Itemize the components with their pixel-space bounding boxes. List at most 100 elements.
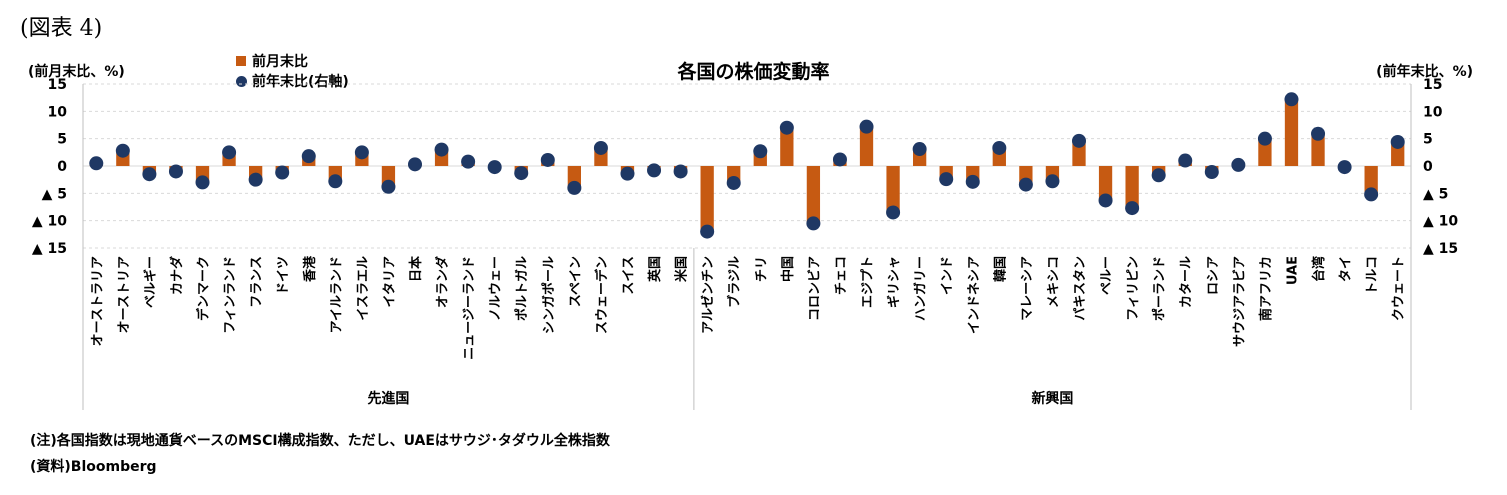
dot-marker <box>992 140 1007 155</box>
dot-marker <box>1311 126 1326 141</box>
x-tick-label: タイ <box>1339 256 1354 282</box>
x-tick-label: オーストラリア <box>90 256 105 346</box>
x-tick-label: カナダ <box>169 256 185 295</box>
dot-marker <box>700 224 715 239</box>
y-tick-label-right: 5 <box>1423 132 1433 148</box>
x-tick-label: コロンビア <box>806 256 822 321</box>
x-tick-label: スイス <box>621 256 636 295</box>
dot-marker <box>620 166 635 181</box>
dot-marker <box>328 174 343 189</box>
x-tick-label: ペルー <box>1100 256 1115 295</box>
dot-marker <box>195 175 210 190</box>
dot-marker <box>779 120 794 135</box>
legend-dot-swatch <box>236 75 247 87</box>
x-tick-label: 中国 <box>780 256 796 282</box>
x-tick-label: メキシコ <box>1046 256 1061 308</box>
y-tick-label-left: ▲ 5 <box>42 186 67 202</box>
dot-marker <box>142 167 157 182</box>
x-tick-label: マレーシア <box>1020 256 1035 321</box>
dot-marker <box>434 142 449 157</box>
dot-marker <box>1178 153 1193 168</box>
dot-marker <box>673 164 688 179</box>
dot-marker <box>1390 134 1405 149</box>
dot-marker <box>1045 174 1060 189</box>
y-tick-label-right: ▲ 10 <box>1423 214 1458 230</box>
bar <box>1284 99 1299 166</box>
dot-marker <box>939 172 954 187</box>
y-tick-label-left: 15 <box>48 77 67 93</box>
bar <box>886 166 900 213</box>
dot-marker <box>381 179 396 194</box>
x-tick-label: 韓国 <box>992 256 1008 282</box>
dot-marker <box>647 163 662 178</box>
dot-marker <box>912 142 927 157</box>
dot-marker <box>567 180 582 195</box>
x-tick-label: 米国 <box>674 256 690 282</box>
x-tick-label: アイルランド <box>329 256 344 333</box>
x-tick-label: 台湾 <box>1311 256 1327 282</box>
dot-marker <box>726 175 741 190</box>
y-tick-label-right: ▲ 15 <box>1423 241 1458 257</box>
legend-label-dot: 前年末比(右軸) <box>252 74 349 90</box>
dot-marker <box>965 174 980 189</box>
legend-label-bar: 前月末比 <box>252 54 308 70</box>
dot-marker <box>593 140 608 155</box>
x-tick-label: UAE <box>1285 256 1300 285</box>
x-tick-label: デンマーク <box>196 256 212 321</box>
legend-bar-swatch <box>236 56 246 66</box>
bar <box>1364 166 1378 195</box>
dot-marker <box>408 157 422 172</box>
x-tick-label: フランス <box>250 256 265 308</box>
bar <box>700 166 714 232</box>
x-tick-label: アルゼンチン <box>700 256 716 334</box>
dot-marker <box>859 119 874 134</box>
x-tick-label: ハンガリー <box>914 256 929 321</box>
dot-marker <box>1018 177 1033 192</box>
dot-marker <box>1284 92 1299 107</box>
dot-marker <box>540 152 555 167</box>
x-tick-label: パキスタン <box>1073 256 1088 321</box>
x-tick-label: シンガポール <box>541 256 557 334</box>
dot-marker <box>89 156 104 171</box>
dot-marker <box>514 166 529 181</box>
dot-marker <box>1231 157 1246 172</box>
chart-title: 各国の株価変動率 <box>677 61 830 83</box>
dot-marker <box>832 152 847 167</box>
x-tick-label: ドイツ <box>276 256 291 295</box>
x-tick-label: サウジアラビア <box>1231 256 1247 347</box>
y-tick-label-left: 5 <box>57 132 67 148</box>
dot-marker <box>487 160 502 175</box>
dot-marker <box>1072 133 1086 148</box>
bar <box>1311 133 1325 166</box>
y-tick-label-right: ▲ 5 <box>1423 186 1448 202</box>
x-tick-label: ギリシャ <box>886 256 902 308</box>
x-tick-label: フィンランド <box>223 256 238 334</box>
left-axis-unit-label: (前月末比、%) <box>28 64 125 80</box>
group-label: 先進国 <box>367 390 409 407</box>
dot-marker <box>1257 131 1272 146</box>
dot-marker <box>1125 201 1140 216</box>
dot-marker <box>354 145 369 160</box>
chart-source: (資料)Bloomberg <box>30 459 157 475</box>
x-tick-label: 英国 <box>647 256 663 283</box>
dot-marker <box>248 172 263 187</box>
dot-marker <box>1204 165 1219 180</box>
dot-marker <box>806 216 821 231</box>
x-tick-label: ポーランド <box>1152 256 1168 321</box>
dot-marker <box>275 165 290 180</box>
x-tick-label: エジプト <box>861 256 876 308</box>
y-tick-label-right: 10 <box>1423 104 1443 120</box>
group-label: 新興国 <box>1031 390 1073 407</box>
chart-note: (注)各国指数は現地通貨ベースのMSCI構成指数、ただし、UAEはサウジ･タダウ… <box>30 433 610 449</box>
figure-label: (図表 4) <box>20 16 103 41</box>
y-tick-label-left: ▲ 15 <box>32 241 67 257</box>
dot-marker <box>1098 193 1113 208</box>
x-tick-label: オーストリア <box>117 256 132 333</box>
bar <box>806 166 821 224</box>
bar <box>1098 166 1113 201</box>
y-tick-label-left: ▲ 10 <box>32 214 67 230</box>
x-tick-label: ノルウェー <box>489 256 504 321</box>
dot-marker <box>222 145 237 160</box>
y-tick-label-left: 10 <box>48 104 68 120</box>
